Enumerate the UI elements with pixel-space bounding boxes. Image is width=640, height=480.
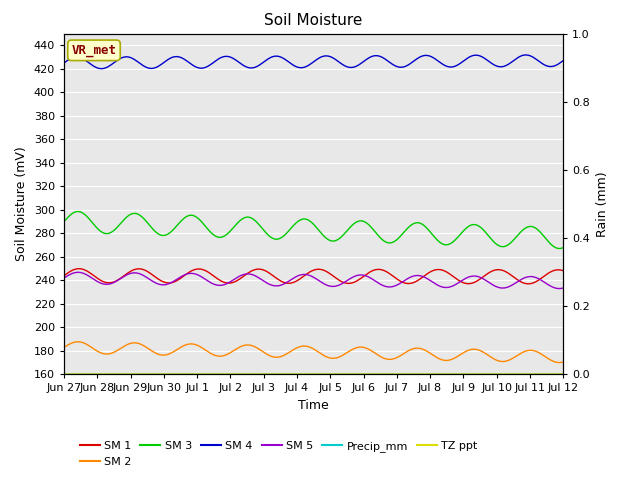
SM 2 — [559, 359, 567, 365]
SM 1 — [470, 279, 478, 285]
Precip_mm — [547, 372, 555, 377]
SM 4 — [470, 52, 478, 58]
SM 2 — [332, 355, 339, 361]
SM 2 — [556, 360, 563, 365]
SM 3 — [301, 216, 309, 222]
Line: SM 1: SM 1 — [64, 269, 563, 284]
SM 2 — [548, 358, 556, 364]
TZ ppt — [297, 372, 305, 377]
SM 1 — [559, 268, 567, 274]
TZ ppt — [357, 372, 365, 377]
SM 5 — [470, 273, 478, 279]
SM 5 — [74, 269, 82, 275]
SM 2 — [358, 344, 366, 350]
SM 1 — [332, 275, 339, 280]
SM 3 — [548, 242, 556, 248]
Precip_mm — [297, 372, 305, 377]
Precip_mm — [469, 372, 477, 377]
SM 2 — [74, 339, 82, 345]
SM 5 — [556, 286, 563, 291]
SM 4 — [559, 58, 567, 63]
Precip_mm — [60, 372, 68, 377]
SM 4 — [522, 52, 530, 58]
Line: SM 4: SM 4 — [64, 55, 563, 69]
Line: SM 3: SM 3 — [64, 212, 563, 249]
Legend: SM 1, SM 2, SM 3, SM 4, SM 5, Precip_mm, TZ ppt: SM 1, SM 2, SM 3, SM 4, SM 5, Precip_mm,… — [76, 437, 482, 471]
SM 4 — [60, 60, 68, 66]
Y-axis label: Rain (mm): Rain (mm) — [596, 171, 609, 237]
SM 4 — [301, 64, 309, 70]
Text: VR_met: VR_met — [72, 44, 116, 57]
SM 3 — [358, 218, 366, 224]
SM 4 — [298, 65, 306, 71]
TZ ppt — [547, 372, 555, 377]
Precip_mm — [357, 372, 365, 377]
SM 2 — [301, 343, 309, 349]
SM 1 — [298, 275, 306, 280]
Line: SM 2: SM 2 — [64, 342, 563, 362]
SM 2 — [60, 345, 68, 350]
SM 2 — [298, 343, 306, 349]
SM 3 — [332, 238, 339, 244]
SM 3 — [74, 209, 82, 215]
SM 5 — [332, 283, 339, 289]
SM 4 — [97, 66, 105, 72]
TZ ppt — [300, 372, 308, 377]
SM 2 — [470, 347, 478, 352]
SM 3 — [60, 219, 68, 225]
SM 3 — [556, 246, 563, 252]
SM 4 — [332, 56, 339, 62]
TZ ppt — [469, 372, 477, 377]
SM 5 — [548, 284, 556, 290]
TZ ppt — [330, 372, 338, 377]
SM 4 — [549, 63, 557, 69]
Y-axis label: Soil Moisture (mV): Soil Moisture (mV) — [15, 146, 28, 262]
X-axis label: Time: Time — [298, 399, 329, 412]
SM 1 — [524, 281, 532, 287]
SM 5 — [60, 275, 68, 281]
Line: SM 5: SM 5 — [64, 272, 563, 288]
SM 5 — [358, 272, 366, 278]
SM 4 — [358, 60, 366, 65]
Precip_mm — [330, 372, 338, 377]
SM 1 — [60, 273, 68, 278]
SM 1 — [75, 266, 83, 272]
Precip_mm — [300, 372, 308, 377]
Title: Soil Moisture: Soil Moisture — [264, 13, 363, 28]
Precip_mm — [559, 372, 567, 377]
SM 3 — [559, 245, 567, 251]
SM 1 — [301, 272, 309, 278]
SM 1 — [358, 275, 366, 280]
SM 3 — [298, 216, 306, 222]
TZ ppt — [60, 372, 68, 377]
SM 3 — [470, 222, 478, 228]
SM 5 — [298, 272, 306, 277]
TZ ppt — [559, 372, 567, 377]
SM 5 — [559, 285, 567, 291]
SM 1 — [549, 268, 557, 274]
SM 5 — [301, 272, 309, 277]
